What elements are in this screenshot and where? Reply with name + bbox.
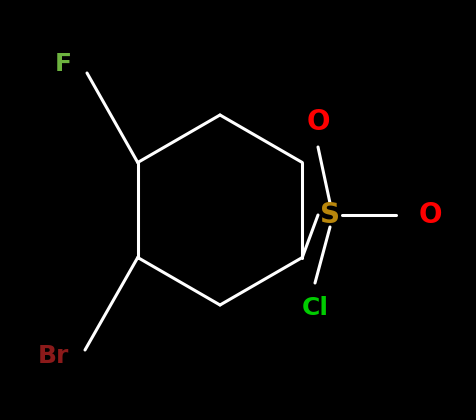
Text: O: O — [306, 108, 329, 136]
Text: F: F — [55, 52, 72, 76]
Text: Cl: Cl — [301, 296, 328, 320]
Text: S: S — [319, 201, 339, 229]
Text: Br: Br — [38, 344, 69, 368]
Text: O: O — [417, 201, 441, 229]
